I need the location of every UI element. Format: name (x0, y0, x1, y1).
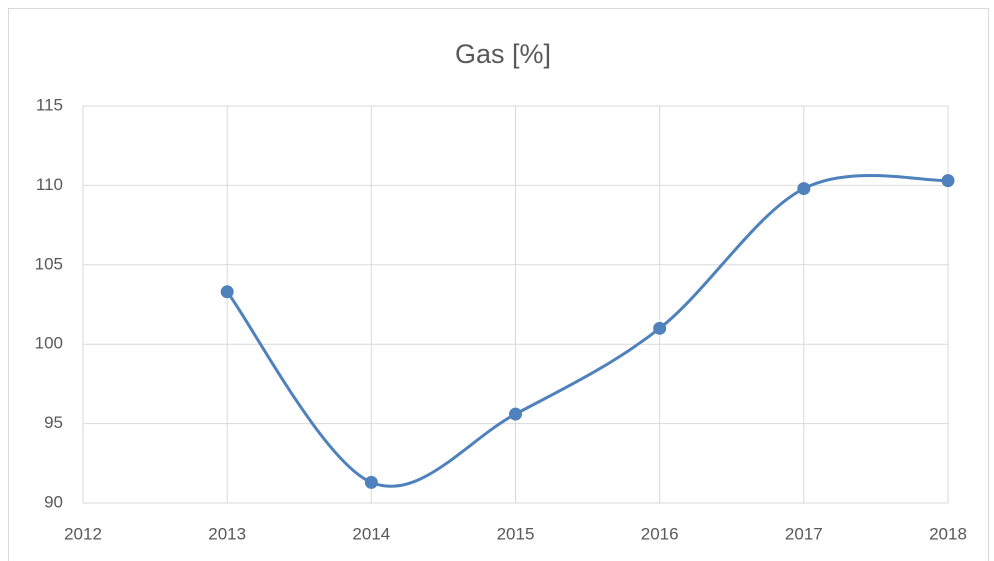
x-tick-label: 2013 (208, 524, 246, 543)
y-tick-label: 90 (44, 492, 63, 511)
data-point (653, 321, 667, 335)
data-point (509, 407, 522, 421)
x-tick-label: 2015 (497, 524, 535, 543)
chart-title: Gas [%] (455, 39, 551, 69)
x-tick-label: 2014 (352, 524, 390, 543)
y-tick-label: 105 (35, 254, 63, 273)
x-tick-label: 2012 (64, 524, 102, 543)
y-tick-label: 115 (36, 95, 63, 114)
y-tick-label: 95 (44, 413, 63, 432)
y-tick-label: 100 (35, 334, 63, 353)
data-point (797, 182, 811, 196)
data-point (364, 475, 378, 489)
x-tick-label: 2018 (929, 524, 967, 543)
data-point (941, 174, 955, 188)
x-tick-label: 2016 (641, 524, 679, 543)
x-tick-label: 2017 (785, 524, 823, 543)
data-point (220, 285, 234, 299)
y-tick-label: 110 (36, 175, 63, 194)
chart-frame (8, 8, 989, 561)
